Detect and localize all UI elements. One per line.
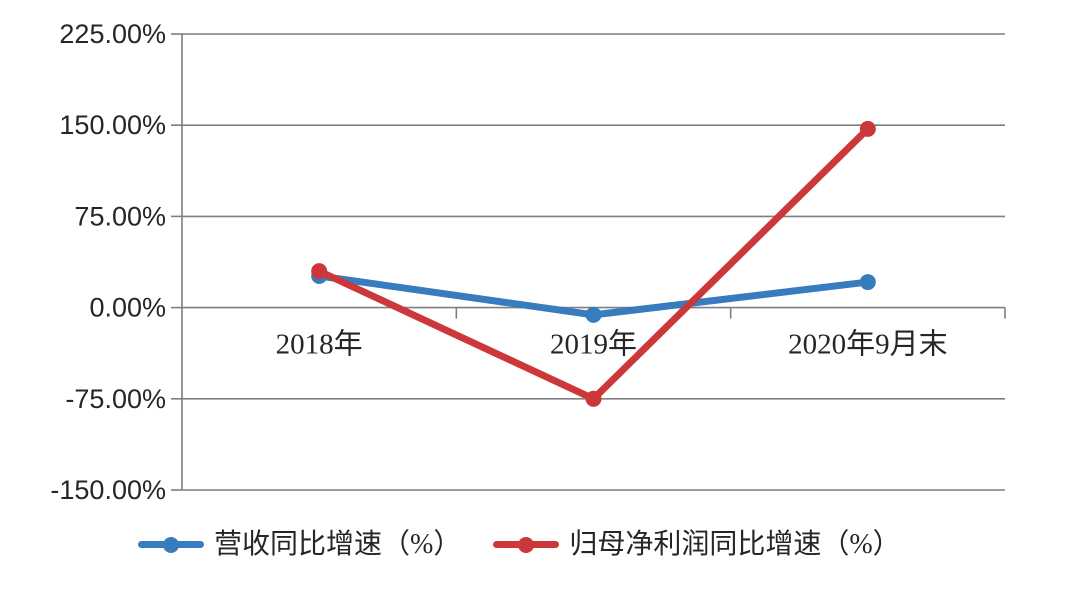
svg-text:-75.00%: -75.00% bbox=[65, 384, 166, 414]
legend-label-net-profit-growth: 归母净利润同比增速（%） bbox=[569, 529, 901, 560]
legend-item-net-profit-growth: 归母净利润同比增速（%） bbox=[493, 528, 901, 562]
svg-text:-150.00%: -150.00% bbox=[50, 475, 166, 505]
legend-marker-revenue-growth bbox=[138, 536, 204, 553]
svg-text:2020年9月末: 2020年9月末 bbox=[788, 328, 948, 361]
svg-text:225.00%: 225.00% bbox=[59, 19, 166, 49]
svg-text:150.00%: 150.00% bbox=[59, 110, 166, 140]
legend-marker-net-profit-growth bbox=[493, 536, 560, 553]
chart-legend: 营收同比增速（%） 归母净利润同比增速（%） bbox=[138, 528, 901, 562]
legend-marker-dot bbox=[518, 536, 535, 553]
legend-item-revenue-growth: 营收同比增速（%） bbox=[138, 528, 461, 562]
legend-label-revenue-growth: 营收同比增速（%） bbox=[214, 529, 462, 560]
svg-text:2018年: 2018年 bbox=[276, 328, 363, 361]
svg-text:2019年: 2019年 bbox=[550, 328, 637, 361]
legend-marker-dot bbox=[163, 536, 179, 553]
svg-text:75.00%: 75.00% bbox=[74, 201, 166, 231]
svg-text:0.00%: 0.00% bbox=[89, 293, 166, 323]
